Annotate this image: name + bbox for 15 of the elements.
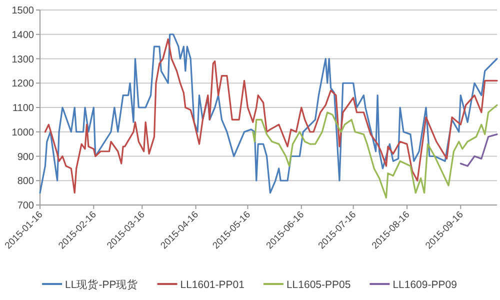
y-tick-label: 1300: [12, 54, 34, 66]
y-tick-label: 800: [17, 176, 34, 188]
legend-label: LL1601-PP01: [180, 278, 245, 291]
y-tick-label: 1200: [12, 78, 34, 90]
y-tick-label: 1100: [12, 103, 34, 114]
line-series: [460, 134, 498, 167]
y-tick-label: 900: [17, 152, 34, 163]
y-tick-label: 1400: [12, 30, 34, 41]
y-tick-label: 700: [17, 200, 34, 212]
legend-label: LL1609-PP09: [392, 278, 458, 291]
legend-label: LL1605-PP05: [286, 278, 351, 291]
y-tick-label: 1000: [12, 127, 34, 138]
legend-label: LL现货-PP现货: [65, 278, 138, 291]
y-tick-label: 1500: [12, 6, 34, 16]
line-series: [252, 104, 498, 198]
